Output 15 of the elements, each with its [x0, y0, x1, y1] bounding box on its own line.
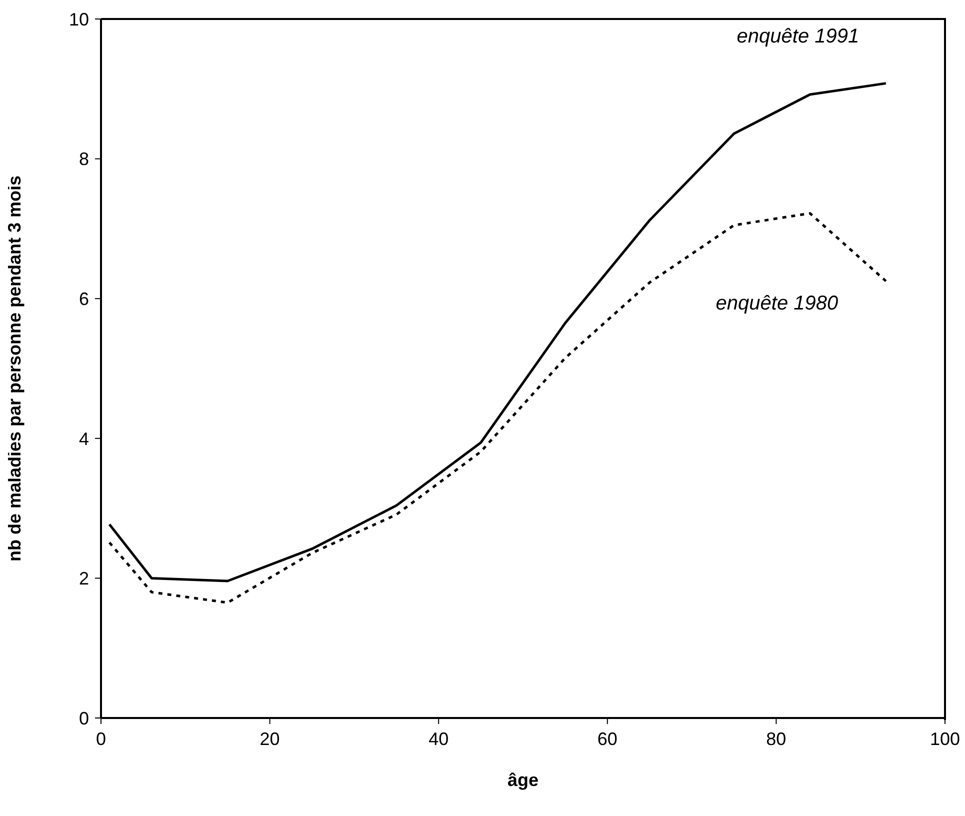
text: enquête 1980	[716, 292, 838, 314]
y-tick-label: 10	[68, 9, 89, 30]
y-tick-label: 4	[78, 428, 89, 449]
y-tick-label: 0	[78, 708, 89, 728]
x-axis-title: âge	[507, 770, 539, 790]
x-tick-label: 60	[597, 728, 618, 749]
x-tick-label: 100	[930, 728, 960, 749]
x-tick-label: 0	[96, 728, 106, 749]
x-tick-label: 20	[260, 728, 280, 749]
y-tick-label: 2	[78, 568, 89, 589]
series-label: enquête 1991	[736, 25, 860, 48]
x-tick-label: 80	[766, 728, 786, 749]
y-tick-label: 8	[78, 149, 89, 170]
x-tick-label: 40	[428, 728, 449, 749]
y-tick-label: 6	[78, 288, 89, 309]
